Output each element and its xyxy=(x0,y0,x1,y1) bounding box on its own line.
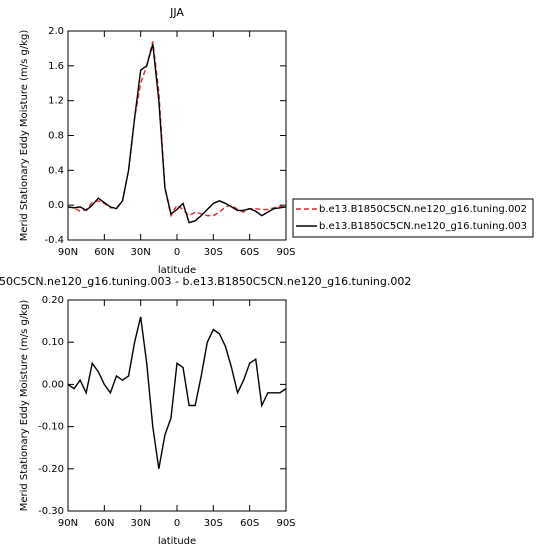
x-tick-label: 90N xyxy=(58,247,78,258)
y-tick-label: 0.0 xyxy=(48,200,64,211)
y-tick-label: 1.2 xyxy=(48,96,64,107)
x-axis-label: latitude xyxy=(158,536,196,547)
data-line xyxy=(67,43,287,224)
legend-label: b.e13.B1850C5CN.ne120_g16.tuning.002 xyxy=(319,204,527,215)
y-tick-label: 1.6 xyxy=(48,61,64,72)
y-tick-label: 0.00 xyxy=(42,379,64,390)
y-tick-label: 2.0 xyxy=(48,26,64,37)
y-tick-label: -0.10 xyxy=(38,422,64,433)
y-tick-label: 0.4 xyxy=(48,165,64,176)
x-tick-label: 90S xyxy=(276,518,295,529)
data-line xyxy=(67,316,287,469)
x-tick-label: 90N xyxy=(58,518,78,529)
x-tick-label: 60N xyxy=(94,518,114,529)
y-tick-label: 0.20 xyxy=(42,295,64,306)
x-tick-label: 0 xyxy=(174,247,180,258)
x-tick-label: 60S xyxy=(240,518,259,529)
chart-title: b.e13.B1850C5CN.ne120_g16.tuning.003 - b… xyxy=(0,275,411,288)
x-tick-label: 30N xyxy=(131,247,151,258)
y-tick-label: 0.8 xyxy=(48,131,64,142)
y-axis-label: Merid Stationary Eddy Moisture (m/s g/kg… xyxy=(19,30,30,242)
data-line xyxy=(67,41,287,218)
chart-title: JJA xyxy=(169,6,184,19)
legend-label: b.e13.B1850C5CN.ne120_g16.tuning.003 xyxy=(319,221,527,232)
x-tick-label: 90S xyxy=(276,247,295,258)
x-tick-label: 30S xyxy=(204,247,223,258)
plot-frame xyxy=(67,299,287,512)
y-tick-label: -0.20 xyxy=(38,464,64,475)
x-tick-label: 30S xyxy=(204,518,223,529)
y-tick-label: -0.30 xyxy=(38,506,64,517)
x-tick-label: 30N xyxy=(131,518,151,529)
x-tick-label: 0 xyxy=(174,518,180,529)
y-axis-label: Merid Stationary Eddy Moisture (m/s g/kg… xyxy=(19,300,30,512)
x-tick-label: 60N xyxy=(94,247,114,258)
y-tick-label: 0.10 xyxy=(42,337,64,348)
y-tick-label: -0.4 xyxy=(44,235,64,246)
legend-box xyxy=(292,198,534,238)
x-tick-label: 60S xyxy=(240,247,259,258)
x-axis-label: latitude xyxy=(158,265,196,276)
